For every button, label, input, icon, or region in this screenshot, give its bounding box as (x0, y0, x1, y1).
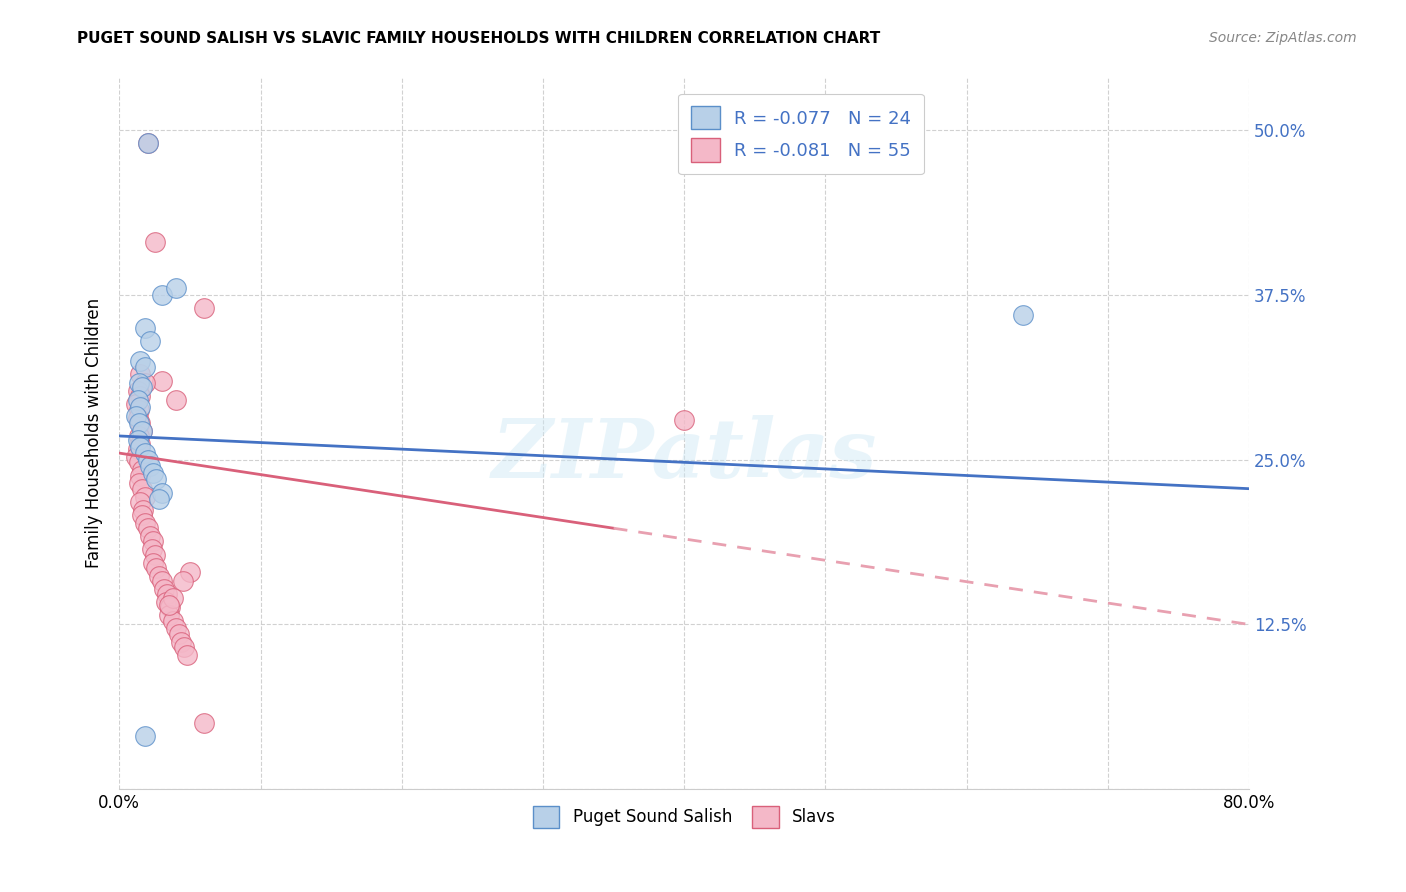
Point (143, 235, 166, 250)
Point (131, 463, 153, 477)
Point (134, 516, 156, 530)
Point (134, 490, 156, 504)
Point (125, 450, 148, 464)
Point (165, 393, 187, 408)
Point (142, 556, 165, 570)
Point (127, 442, 149, 457)
Point (136, 136, 159, 151)
Point (134, 446, 156, 460)
Point (132, 503, 155, 517)
Point (673, 413, 696, 427)
Point (136, 521, 159, 535)
Point (193, 301, 215, 315)
Point (129, 354, 152, 368)
Y-axis label: Family Households with Children: Family Households with Children (86, 298, 103, 568)
Point (145, 561, 167, 575)
Point (162, 614, 184, 628)
Point (127, 384, 149, 399)
Point (142, 534, 165, 549)
Point (131, 482, 153, 496)
Text: Source: ZipAtlas.com: Source: ZipAtlas.com (1209, 31, 1357, 45)
Point (153, 582, 176, 596)
Point (143, 548, 166, 562)
Point (139, 529, 162, 543)
Legend: Puget Sound Salish, Slavs: Puget Sound Salish, Slavs (526, 799, 842, 834)
Point (157, 608, 180, 623)
Point (134, 360, 156, 375)
Point (128, 429, 150, 443)
Point (139, 334, 162, 348)
Point (150, 574, 173, 588)
Point (170, 634, 193, 648)
Point (127, 433, 149, 447)
Point (134, 321, 156, 335)
Point (173, 640, 195, 654)
Point (150, 374, 173, 388)
Point (128, 416, 150, 430)
Point (159, 600, 181, 615)
Point (155, 595, 177, 609)
Point (134, 376, 156, 391)
Point (129, 416, 152, 430)
Point (136, 136, 159, 151)
Point (125, 409, 148, 424)
Point (128, 402, 150, 417)
Point (129, 495, 152, 509)
Point (134, 730, 156, 744)
Point (148, 568, 170, 582)
Point (150, 485, 173, 500)
Text: PUGET SOUND SALISH VS SLAVIC FAMILY HOUSEHOLDS WITH CHILDREN CORRELATION CHART: PUGET SOUND SALISH VS SLAVIC FAMILY HOUS… (77, 31, 880, 46)
Point (131, 380, 153, 394)
Point (129, 400, 152, 414)
Point (141, 542, 163, 557)
Point (131, 424, 153, 438)
Point (129, 389, 152, 403)
Point (142, 466, 165, 480)
Point (193, 716, 215, 731)
Point (136, 452, 159, 467)
Point (148, 492, 170, 507)
Point (129, 367, 152, 381)
Point (129, 468, 152, 483)
Point (179, 565, 201, 579)
Point (145, 473, 167, 487)
Point (125, 397, 148, 411)
Point (1012, 308, 1035, 322)
Point (157, 598, 180, 612)
Text: ZIPatlas: ZIPatlas (492, 415, 877, 495)
Point (165, 621, 187, 635)
Point (129, 440, 152, 454)
Point (162, 591, 184, 606)
Point (127, 393, 149, 408)
Point (131, 508, 153, 522)
Point (129, 437, 152, 451)
Point (150, 288, 173, 302)
Point (127, 410, 149, 425)
Point (172, 574, 194, 588)
Point (139, 459, 162, 474)
Point (176, 648, 198, 662)
Point (128, 455, 150, 469)
Point (131, 424, 153, 438)
Point (128, 476, 150, 491)
Point (167, 626, 190, 640)
Point (165, 281, 187, 295)
Point (156, 587, 179, 601)
Point (128, 376, 150, 391)
